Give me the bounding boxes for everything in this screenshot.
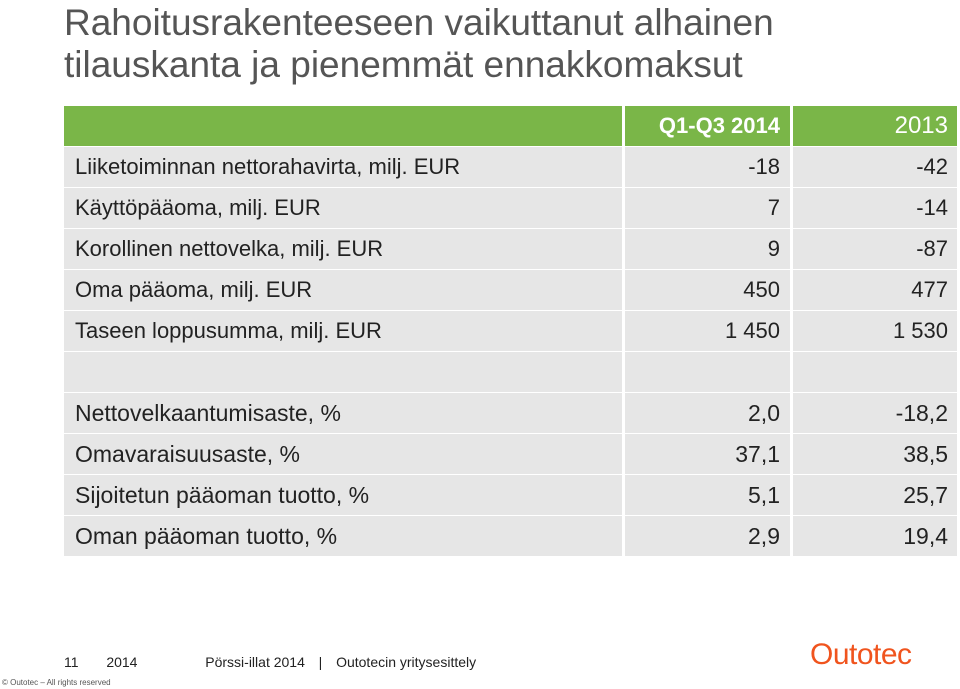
row-value-2013: -42 [793, 147, 957, 187]
row-value-2013: 25,7 [793, 475, 957, 515]
row-value-2014: 2,9 [625, 516, 790, 556]
row-value-2013: -87 [793, 229, 957, 269]
row-label: Liiketoiminnan nettorahavirta, milj. EUR [64, 147, 622, 187]
row-value-2013: -14 [793, 188, 957, 228]
row-label [64, 352, 622, 392]
financials-table: Q1-Q3 2014 2013 Liiketoiminnan nettoraha… [64, 106, 957, 557]
table-row: Taseen loppusumma, milj. EUR 1 450 1 530 [64, 311, 957, 351]
table-row: Korollinen nettovelka, milj. EUR 9 -87 [64, 229, 957, 269]
row-label: Korollinen nettovelka, milj. EUR [64, 229, 622, 269]
row-value-2013: 477 [793, 270, 957, 310]
table-header-row: Q1-Q3 2014 2013 [64, 106, 957, 146]
row-value-2013 [793, 352, 957, 392]
row-value-2014: 2,0 [625, 393, 790, 433]
page-title: Rahoitusrakenteeseen vaikuttanut alhaine… [64, 2, 774, 85]
row-value-2014: 1 450 [625, 311, 790, 351]
table-row: Liiketoiminnan nettorahavirta, milj. EUR… [64, 147, 957, 187]
footer-separator: | [318, 654, 323, 670]
row-label: Oma pääoma, milj. EUR [64, 270, 622, 310]
header-cell-2013: 2013 [793, 106, 957, 146]
header-cell-label [64, 106, 622, 146]
table-row: Sijoitetun pääoman tuotto, % 5,1 25,7 [64, 475, 957, 515]
footer-event: Pörssi-illat 2014 [205, 654, 305, 670]
row-label: Nettovelkaantumisaste, % [64, 393, 622, 433]
footer: 11 2014 Pörssi-illat 2014 | Outotecin yr… [64, 654, 476, 670]
footer-subtitle: Outotecin yritysesittely [336, 654, 477, 670]
row-value-2014: 9 [625, 229, 790, 269]
row-value-2014 [625, 352, 790, 392]
copyright-text: © Outotec – All rights reserved [2, 678, 111, 687]
row-value-2014: 5,1 [625, 475, 790, 515]
table-row: Käyttöpääoma, milj. EUR 7 -14 [64, 188, 957, 228]
row-label: Sijoitetun pääoman tuotto, % [64, 475, 622, 515]
outotec-logo: Outotec [810, 638, 912, 671]
row-label: Oman pääoman tuotto, % [64, 516, 622, 556]
table-row: Omavaraisuusaste, % 37,1 38,5 [64, 434, 957, 474]
row-label: Taseen loppusumma, milj. EUR [64, 311, 622, 351]
row-label: Omavaraisuusaste, % [64, 434, 622, 474]
row-value-2013: 38,5 [793, 434, 957, 474]
header-cell-q1q3-2014: Q1-Q3 2014 [625, 106, 790, 146]
row-value-2014: 450 [625, 270, 790, 310]
footer-year: 2014 [106, 654, 138, 670]
row-value-2013: 19,4 [793, 516, 957, 556]
table-row: Oma pääoma, milj. EUR 450 477 [64, 270, 957, 310]
row-value-2014: -18 [625, 147, 790, 187]
row-value-2014: 37,1 [625, 434, 790, 474]
table-row: Nettovelkaantumisaste, % 2,0 -18,2 [64, 393, 957, 433]
table-spacer-row [64, 352, 957, 392]
row-value-2013: -18,2 [793, 393, 957, 433]
row-label: Käyttöpääoma, milj. EUR [64, 188, 622, 228]
row-value-2013: 1 530 [793, 311, 957, 351]
row-value-2014: 7 [625, 188, 790, 228]
page-number: 11 [64, 654, 79, 670]
table-row: Oman pääoman tuotto, % 2,9 19,4 [64, 516, 957, 556]
